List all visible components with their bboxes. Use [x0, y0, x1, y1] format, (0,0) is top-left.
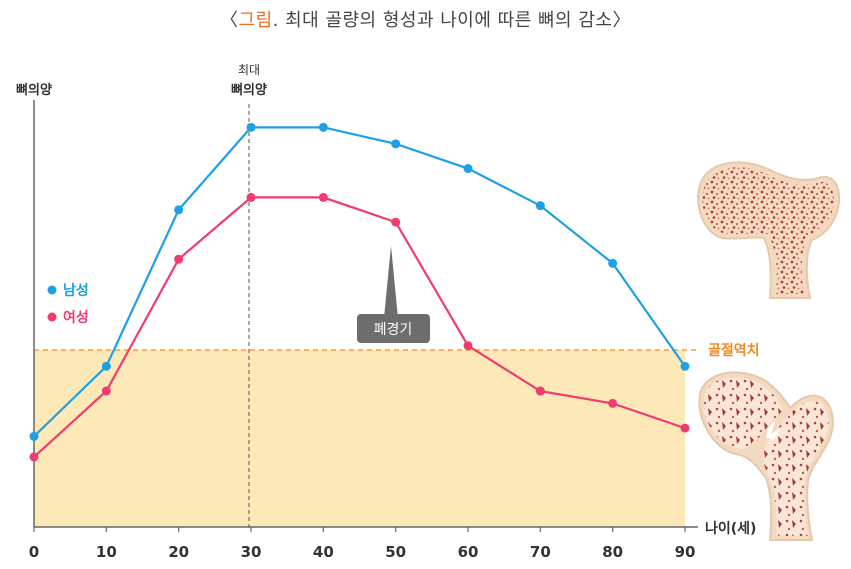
x-tick-label: 50 — [385, 543, 406, 561]
title-close-bracket: 〉 — [612, 10, 631, 31]
female-data-point — [246, 192, 256, 202]
fracture-zone-shading — [34, 350, 685, 527]
male-data-point — [101, 361, 111, 371]
x-tick-label: 90 — [675, 543, 696, 561]
male-data-point — [535, 201, 545, 211]
x-tick-label: 20 — [168, 543, 189, 561]
x-tick-label: 10 — [96, 543, 117, 561]
title-text: . 최대 골량의 형성과 나이에 따른 뼈의 감소 — [272, 10, 613, 31]
y-axis-label: 뼈의양 — [16, 82, 52, 98]
x-tick-label: 80 — [602, 543, 623, 561]
female-data-point — [463, 341, 473, 351]
female-data-point — [174, 254, 184, 264]
x-tick-label: 60 — [458, 543, 479, 561]
title-open-bracket: 〈 — [220, 10, 239, 31]
osteoporotic-femur-illustration — [698, 371, 834, 541]
peak-bone-mass-label-line-2: 뼈의양 — [231, 82, 267, 98]
female-data-point — [535, 386, 545, 396]
x-tick-label: 30 — [241, 543, 262, 561]
x-axis-label: 나이(세) — [705, 520, 756, 537]
male-data-point — [246, 122, 256, 132]
x-tick-label: 40 — [313, 543, 334, 561]
legend-male-label: 남성 — [63, 282, 89, 299]
male-data-point — [174, 205, 184, 215]
male-data-point — [463, 164, 473, 174]
male-data-point — [608, 258, 618, 268]
fracture-threshold-label: 골절역치 — [708, 342, 760, 359]
legend-female-marker — [47, 312, 57, 322]
male-data-point — [318, 122, 328, 132]
figure-title: 〈그림. 최대 골량의 형성과 나이에 따른 뼈의 감소〉 — [0, 6, 851, 32]
healthy-femur-illustration — [697, 161, 840, 299]
menopause-callout-box — [357, 314, 430, 343]
legend-male-marker — [47, 285, 57, 295]
female-data-point — [680, 423, 690, 433]
female-data-point — [318, 192, 328, 202]
peak-bone-mass-label-line-1: 최대 — [238, 63, 260, 77]
female-data-point — [391, 217, 401, 227]
x-tick-label: 70 — [530, 543, 551, 561]
menopause-callout-label: 폐경기 — [374, 322, 413, 338]
female-data-point — [101, 386, 111, 396]
title-accent: 그림 — [238, 10, 273, 31]
male-series-line — [33, 126, 686, 438]
x-tick-label: 0 — [29, 543, 39, 561]
menopause-callout-pointer — [384, 246, 398, 318]
male-data-point — [391, 139, 401, 149]
male-data-point — [29, 431, 39, 441]
female-series-line — [33, 196, 686, 458]
male-data-point — [680, 361, 690, 371]
female-data-point — [608, 398, 618, 408]
legend-female-label: 여성 — [63, 309, 89, 326]
female-data-point — [29, 452, 39, 462]
